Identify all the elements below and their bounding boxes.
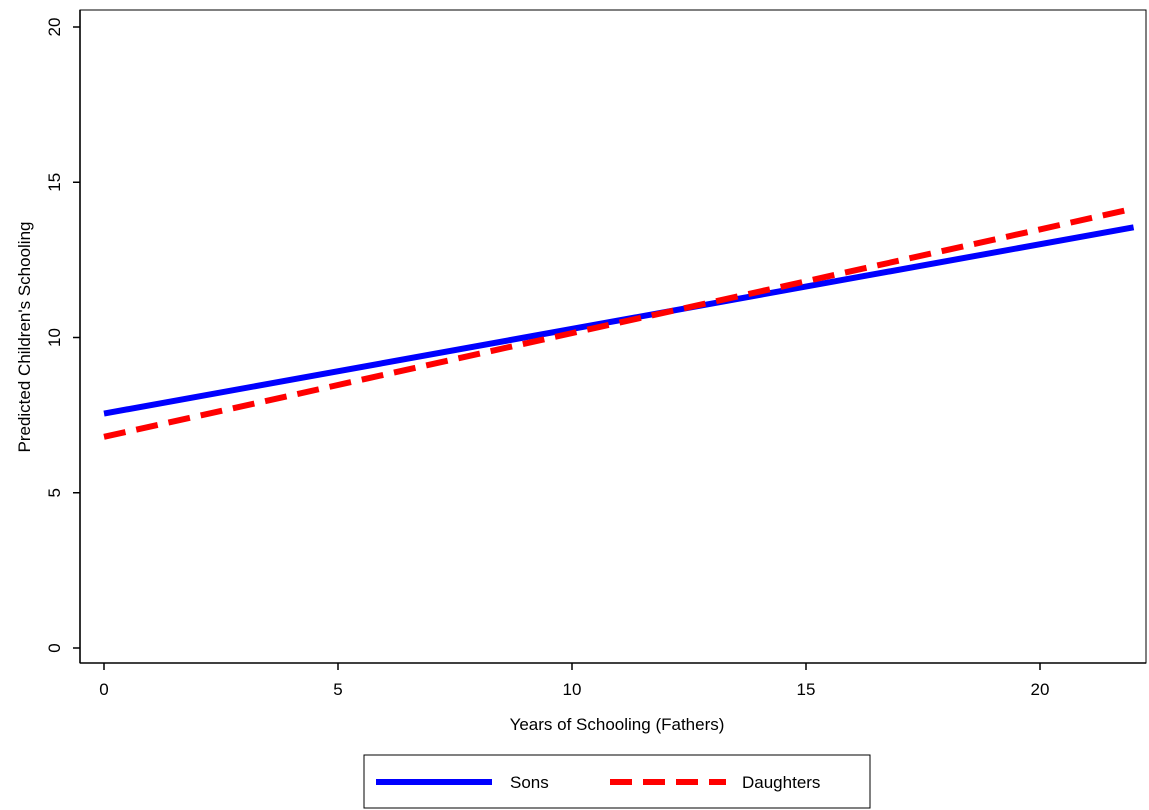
y-tick-label: 0 bbox=[45, 643, 64, 652]
x-tick-label: 20 bbox=[1031, 680, 1050, 699]
y-axis-ticks: 0 5 10 15 20 bbox=[45, 18, 80, 653]
legend: Sons Daughters bbox=[363, 754, 871, 809]
plot-frame bbox=[79, 9, 1147, 664]
series-line-daughters bbox=[103, 205, 1135, 440]
series-layer bbox=[103, 205, 1135, 440]
x-axis-ticks: 0 5 10 15 20 bbox=[99, 663, 1049, 699]
y-axis-title: Predicted Children's Schooling bbox=[15, 222, 34, 453]
legend-label-sons: Sons bbox=[510, 773, 549, 792]
x-axis-title: Years of Schooling (Fathers) bbox=[510, 715, 725, 734]
series-line-sons bbox=[103, 224, 1135, 417]
x-tick-label: 0 bbox=[99, 680, 108, 699]
y-tick-label: 20 bbox=[45, 18, 64, 37]
x-tick-label: 10 bbox=[563, 680, 582, 699]
y-tick-label: 5 bbox=[45, 488, 64, 497]
y-tick-label: 10 bbox=[45, 328, 64, 347]
legend-label-daughters: Daughters bbox=[742, 773, 820, 792]
x-tick-label: 15 bbox=[797, 680, 816, 699]
y-tick-label: 15 bbox=[45, 173, 64, 192]
x-tick-label: 5 bbox=[333, 680, 342, 699]
